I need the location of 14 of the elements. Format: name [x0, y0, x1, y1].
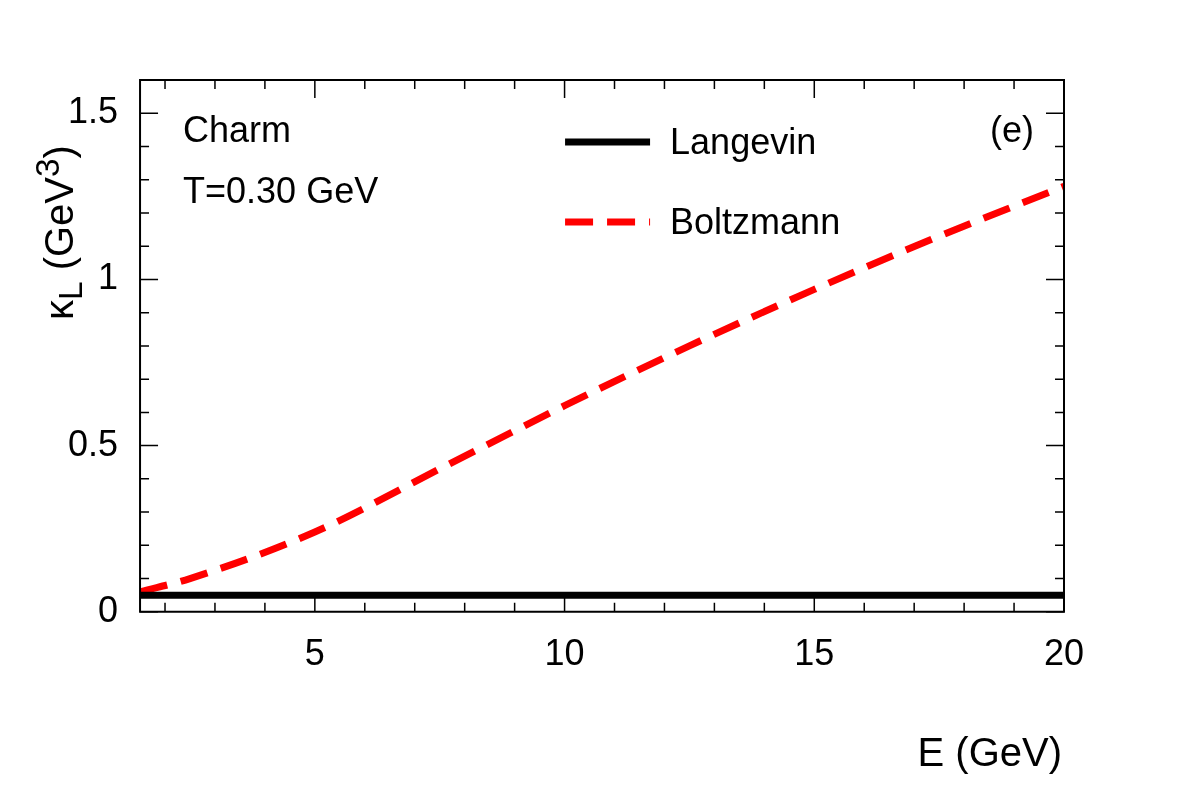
x-axis-title: E (GeV): [917, 729, 1062, 776]
x-tick-label: 5: [304, 632, 325, 674]
legend-label: Langevin: [670, 120, 817, 162]
y-tick-label: 0.5: [68, 422, 119, 464]
annotation: (e): [990, 108, 1034, 150]
legend-label: Boltzmann: [670, 200, 841, 242]
x-tick-label: 20: [1043, 632, 1085, 674]
annotation: T=0.30 GeV: [183, 169, 379, 211]
y-tick-label: 1.5: [68, 90, 119, 132]
y-tick-label: 1: [98, 256, 119, 298]
y-tick-label: 0: [98, 588, 119, 630]
x-tick-label: 15: [794, 632, 835, 674]
x-tick-label: 10: [544, 632, 585, 674]
annotation: Charm: [183, 108, 292, 150]
